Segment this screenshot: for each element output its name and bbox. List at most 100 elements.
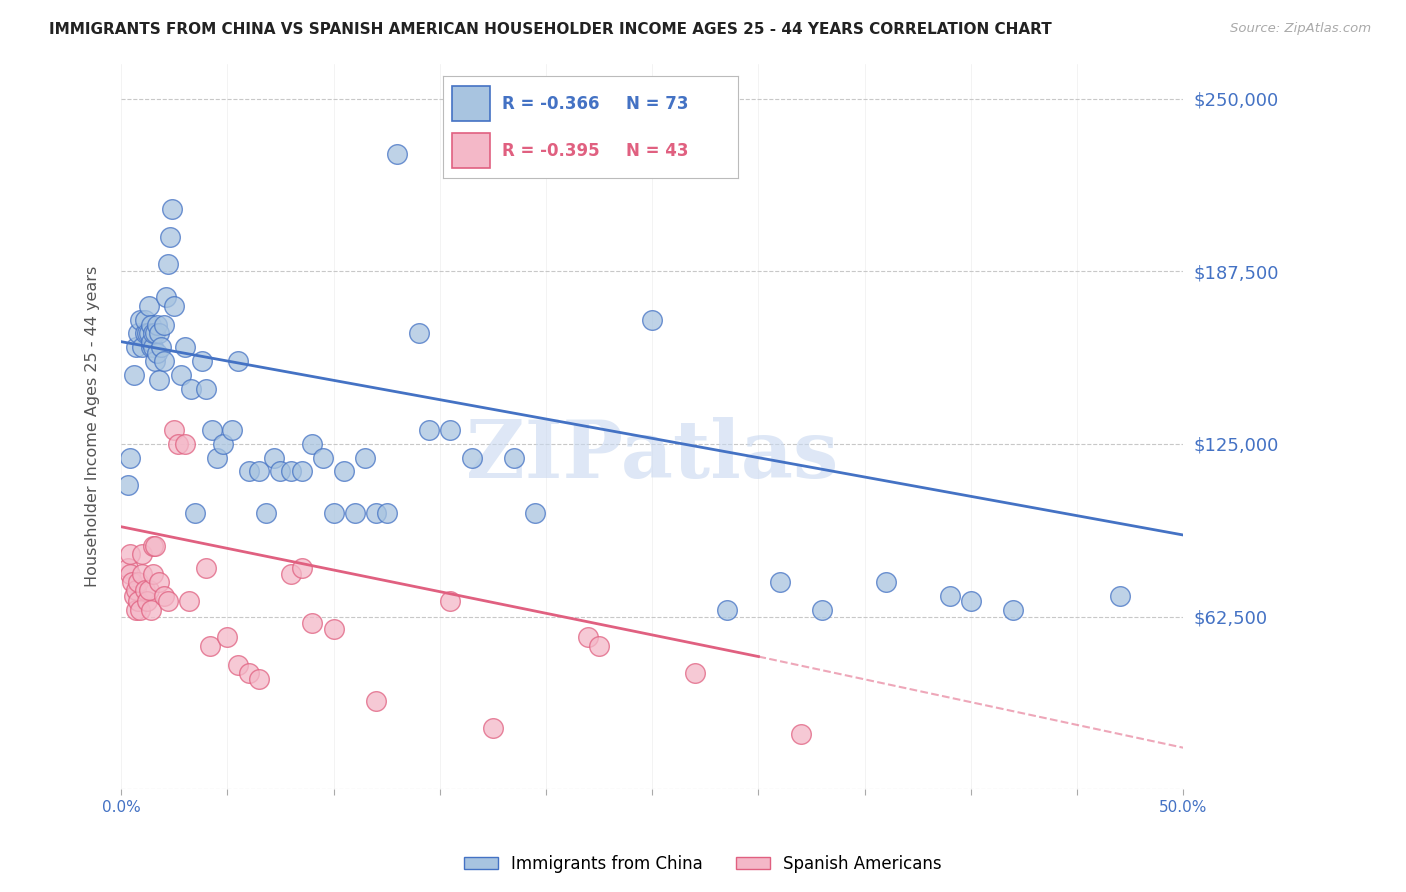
Point: [127, 326, 149, 341]
Point: [117, 478, 139, 492]
Point: [156, 594, 179, 608]
Point: [191, 354, 214, 368]
Point: [134, 326, 156, 341]
Point: [135, 594, 157, 608]
Point: [322, 506, 344, 520]
Text: ZIPatlas: ZIPatlas: [467, 417, 838, 494]
Point: [280, 465, 302, 479]
Point: [312, 450, 335, 465]
Point: [524, 506, 547, 520]
Point: [212, 437, 235, 451]
Point: [125, 602, 148, 616]
Point: [291, 561, 314, 575]
Point: [364, 506, 387, 520]
Point: [254, 506, 277, 520]
Point: [139, 318, 162, 332]
Point: [938, 589, 960, 603]
Point: [460, 450, 482, 465]
Text: N = 73: N = 73: [626, 95, 689, 112]
Point: [143, 539, 166, 553]
Text: R = -0.395: R = -0.395: [502, 142, 599, 160]
Point: [238, 465, 260, 479]
Point: [790, 727, 813, 741]
Point: [173, 437, 195, 451]
Point: [139, 334, 162, 349]
Point: [139, 340, 162, 354]
Point: [150, 340, 173, 354]
Point: [960, 594, 983, 608]
Point: [375, 506, 398, 520]
Point: [127, 594, 149, 608]
Point: [247, 465, 270, 479]
Point: [408, 326, 430, 341]
Point: [138, 583, 160, 598]
Point: [156, 257, 179, 271]
Point: [129, 602, 152, 616]
Point: [201, 423, 224, 437]
Legend: Immigrants from China, Spanish Americans: Immigrants from China, Spanish Americans: [458, 848, 948, 880]
Point: [118, 547, 141, 561]
Point: [238, 666, 260, 681]
Point: [118, 450, 141, 465]
Point: [503, 450, 526, 465]
Point: [195, 561, 218, 575]
Point: [138, 326, 160, 341]
Point: [200, 639, 222, 653]
Point: [343, 506, 366, 520]
Point: [146, 318, 169, 332]
Point: [121, 574, 143, 589]
Point: [322, 622, 344, 636]
Text: Source: ZipAtlas.com: Source: ZipAtlas.com: [1230, 22, 1371, 36]
Point: [226, 354, 249, 368]
Point: [269, 465, 291, 479]
Point: [301, 437, 323, 451]
Point: [179, 594, 201, 608]
Point: [155, 290, 177, 304]
Point: [226, 657, 249, 672]
Point: [195, 382, 218, 396]
Point: [875, 574, 897, 589]
Point: [180, 382, 202, 396]
Point: [139, 602, 162, 616]
Point: [142, 326, 165, 341]
Point: [1108, 589, 1130, 603]
Point: [152, 318, 174, 332]
Point: [205, 450, 228, 465]
Point: [118, 566, 141, 581]
Point: [184, 506, 207, 520]
Point: [291, 465, 314, 479]
Point: [716, 602, 738, 616]
Point: [163, 299, 186, 313]
Point: [131, 547, 153, 561]
Point: [588, 639, 610, 653]
Point: [263, 450, 285, 465]
Point: [641, 312, 664, 326]
Y-axis label: Householder Income Ages 25 - 44 years: Householder Income Ages 25 - 44 years: [86, 266, 100, 587]
Point: [143, 326, 166, 341]
Point: [152, 589, 174, 603]
Point: [135, 326, 157, 341]
FancyBboxPatch shape: [451, 133, 491, 168]
Point: [129, 312, 152, 326]
Point: [131, 566, 153, 581]
Point: [148, 574, 170, 589]
Point: [148, 373, 170, 387]
Point: [173, 340, 195, 354]
Point: [159, 229, 181, 244]
Text: N = 43: N = 43: [626, 142, 689, 160]
Point: [127, 574, 149, 589]
Point: [354, 450, 377, 465]
Point: [138, 299, 160, 313]
Point: [117, 561, 139, 575]
Point: [683, 666, 706, 681]
Point: [221, 423, 243, 437]
Text: R = -0.366: R = -0.366: [502, 95, 599, 112]
Point: [333, 465, 356, 479]
FancyBboxPatch shape: [451, 87, 491, 121]
Point: [439, 594, 461, 608]
Point: [142, 340, 165, 354]
Point: [125, 583, 148, 598]
Point: [578, 630, 600, 644]
Point: [131, 340, 153, 354]
Point: [146, 345, 169, 359]
